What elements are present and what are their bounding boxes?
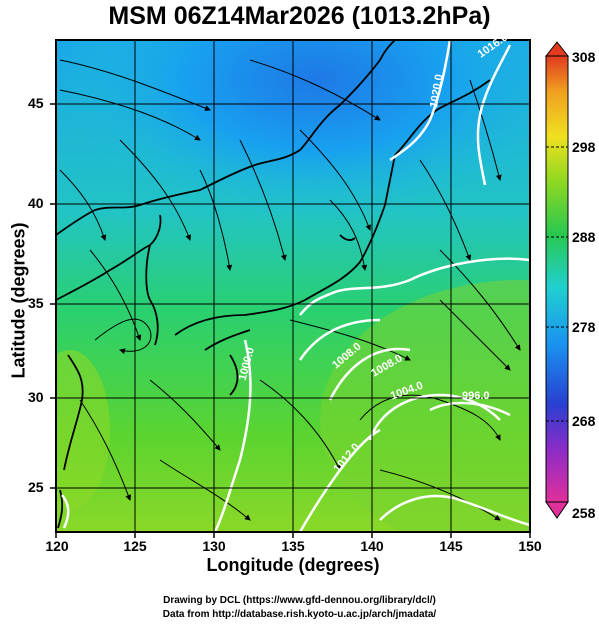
grid-lines (56, 40, 530, 532)
colorbar-label: 258 (572, 505, 596, 521)
contour-label: 996.0 (462, 390, 490, 402)
isobars (60, 40, 530, 532)
x-tick-label: 125 (123, 538, 147, 554)
colorbar-label: 268 (572, 413, 596, 429)
colorbar-label: 298 (572, 139, 596, 155)
map-title: MSM 06Z14Mar2026 (1013.2hPa) (108, 2, 491, 30)
y-tick-label: 30 (28, 389, 44, 405)
x-tick-label: 135 (281, 538, 305, 554)
x-tick-label: 145 (439, 538, 463, 554)
x-tick-label: 130 (202, 538, 226, 554)
y-tick-label: 45 (28, 95, 44, 111)
credits: Drawing by DCL (https://www.gfd-dennou.o… (0, 594, 599, 622)
x-axis-label: Longitude (degrees) (206, 555, 380, 575)
colorbar (544, 41, 570, 519)
x-tick-label: 140 (360, 538, 384, 554)
y-axis-label: Latitude (degrees) (8, 222, 29, 379)
x-tick-label: 150 (518, 538, 542, 554)
colorbar-label: 308 (572, 49, 596, 65)
colorbar-label: 278 (572, 319, 596, 335)
colorbar-label: 288 (572, 229, 596, 245)
coastlines (56, 40, 491, 529)
axis-ticks (50, 103, 531, 538)
credit-drawing: Drawing by DCL (https://www.gfd-dennou.o… (163, 595, 436, 606)
y-tick-label: 35 (28, 295, 44, 311)
x-tick-label: 120 (45, 538, 69, 554)
y-tick-label: 25 (28, 479, 44, 495)
y-tick-label: 40 (28, 195, 44, 211)
credit-data: Data from http://database.rish.kyoto-u.a… (162, 609, 437, 620)
